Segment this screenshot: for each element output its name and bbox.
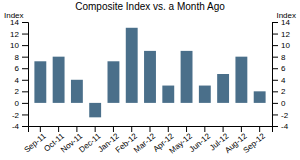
- tick-label: 6: [281, 64, 286, 73]
- tick-label: 12: [10, 30, 19, 39]
- tick-mark: [22, 91, 28, 92]
- bar: [126, 28, 138, 103]
- tick: 10: [272, 41, 290, 50]
- tick-label: 2: [281, 87, 286, 96]
- axis-line: [273, 23, 279, 127]
- tick-label: 8: [281, 53, 286, 62]
- bar: [162, 86, 174, 103]
- bar: [235, 57, 247, 103]
- bar: [53, 57, 65, 103]
- tick-label: 0: [281, 99, 286, 108]
- tick: 2: [272, 87, 286, 96]
- tick-label: -4: [281, 122, 289, 131]
- tick-mark: [113, 126, 114, 132]
- y-axis-label: Index: [4, 11, 24, 20]
- tick: 6: [272, 64, 286, 73]
- tick-mark: [76, 126, 77, 132]
- tick-label: Sep-11: [23, 131, 49, 154]
- tick-label: -2: [12, 111, 20, 120]
- tick-mark: [272, 126, 278, 127]
- tick-label: -2: [281, 111, 289, 120]
- bar: [217, 74, 229, 103]
- tick-label: -4: [12, 122, 20, 131]
- tick-mark: [22, 80, 28, 81]
- tick-mark: [22, 22, 28, 23]
- y2-axis-label: Index: [276, 11, 296, 20]
- bar: [34, 61, 46, 103]
- bar: [254, 91, 266, 103]
- tick: 12: [10, 30, 28, 39]
- tick-label: 0: [15, 99, 20, 108]
- tick-mark: [272, 103, 278, 104]
- x-axis: Sep-11Oct-11Nov-11Dec-11Jan-12Feb-12Mar-…: [23, 126, 273, 156]
- tick: Sep-12: [241, 126, 267, 155]
- bar: [89, 103, 101, 117]
- tick-mark: [58, 126, 59, 132]
- tick-label: 6: [15, 64, 20, 73]
- tick-mark: [22, 126, 28, 127]
- tick-mark: [272, 114, 278, 115]
- tick: 4: [15, 76, 28, 85]
- y2-axis: -4-202468101214: [272, 18, 290, 131]
- y-axis: -4-202468101214: [10, 18, 28, 131]
- tick-mark: [241, 126, 242, 132]
- tick-mark: [22, 103, 28, 104]
- tick-mark: [272, 45, 278, 46]
- tick-label: 10: [281, 41, 290, 50]
- bar: [144, 51, 156, 103]
- tick-label: 4: [15, 76, 20, 85]
- tick: -4: [12, 122, 28, 131]
- tick-mark: [131, 126, 132, 132]
- tick-mark: [272, 34, 278, 35]
- tick-label: Sep-12: [241, 131, 267, 155]
- tick: -2: [12, 111, 28, 120]
- tick-mark: [22, 68, 28, 69]
- tick: 4: [272, 76, 286, 85]
- tick-mark: [22, 57, 28, 58]
- tick: 8: [15, 53, 28, 62]
- axis-line: [22, 23, 29, 127]
- tick-mark: [272, 91, 278, 92]
- tick-mark: [204, 126, 205, 132]
- tick-mark: [22, 34, 28, 35]
- plot-area: [34, 28, 265, 118]
- tick: 8: [272, 53, 286, 62]
- bar: [71, 80, 83, 103]
- tick: Jun-12: [188, 126, 213, 154]
- tick-mark: [272, 68, 278, 69]
- tick-mark: [186, 126, 187, 132]
- tick-mark: [40, 126, 41, 132]
- tick: 2: [15, 87, 28, 96]
- tick-mark: [259, 126, 260, 132]
- tick-label: 4: [281, 76, 286, 85]
- tick: 10: [10, 41, 28, 50]
- tick-label: Jun-12: [188, 131, 213, 154]
- chart: Sep-11Oct-11Nov-11Dec-11Jan-12Feb-12Mar-…: [0, 0, 300, 160]
- tick-mark: [22, 45, 28, 46]
- tick: 6: [15, 64, 28, 73]
- tick-mark: [223, 126, 224, 132]
- tick: 0: [15, 99, 28, 108]
- tick-mark: [22, 114, 28, 115]
- title: Composite Index vs. a Month Ago: [75, 1, 225, 12]
- bar: [199, 86, 211, 103]
- tick-label: 2: [15, 87, 20, 96]
- tick-label: 8: [15, 53, 20, 62]
- tick-label: 10: [10, 41, 19, 50]
- tick: -4: [272, 122, 289, 131]
- tick-label: 12: [281, 30, 290, 39]
- tick-mark: [168, 126, 169, 132]
- tick: -2: [272, 111, 289, 120]
- bar: [181, 51, 193, 103]
- tick-mark: [272, 22, 278, 23]
- tick-mark: [95, 126, 96, 132]
- bar: [108, 61, 120, 103]
- tick-mark: [272, 57, 278, 58]
- tick-mark: [272, 80, 278, 81]
- tick: 12: [272, 30, 290, 39]
- tick: 0: [272, 99, 286, 108]
- tick-mark: [150, 126, 151, 132]
